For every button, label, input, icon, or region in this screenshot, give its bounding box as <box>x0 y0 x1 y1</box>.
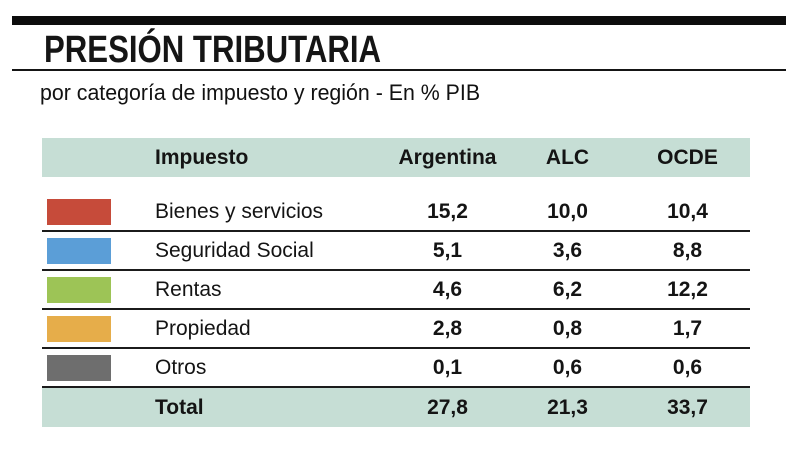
color-swatch-icon <box>47 237 111 264</box>
total-argentina: 27,8 <box>427 395 468 419</box>
color-swatch-icon <box>47 276 111 303</box>
column-header-alc: ALC <box>545 145 590 169</box>
column-header-ocde: OCDE <box>657 145 718 169</box>
title-divider <box>12 69 786 71</box>
value-ocde: 0,6 <box>672 355 703 379</box>
total-label: Total <box>155 395 204 419</box>
row-label: Rentas <box>155 277 222 301</box>
table-row-seguridad-social: Seguridad Social 5,1 3,6 8,8 <box>42 232 750 271</box>
table-row-propiedad: Propiedad 2,8 0,8 1,7 <box>42 310 750 349</box>
value-argentina: 2,8 <box>432 316 463 340</box>
value-argentina: 15,2 <box>427 199 468 223</box>
row-label: Propiedad <box>155 316 251 340</box>
total-alc: 21,3 <box>547 395 588 419</box>
table-total-row: Total 27,8 21,3 33,7 <box>42 388 750 427</box>
color-swatch-icon <box>47 354 111 381</box>
column-header-argentina: Argentina <box>398 145 497 169</box>
value-alc: 10,0 <box>547 199 588 223</box>
value-argentina: 0,1 <box>432 355 463 379</box>
row-label: Seguridad Social <box>155 238 314 262</box>
value-ocde: 12,2 <box>667 277 708 301</box>
row-label: Bienes y servicios <box>155 199 324 223</box>
column-header-impuesto: Impuesto <box>155 145 249 169</box>
page-subtitle: por categoría de impuesto y región - En … <box>40 80 481 105</box>
page-title: PRESIÓN TRIBUTARIA <box>44 29 381 71</box>
value-argentina: 5,1 <box>432 238 463 262</box>
color-swatch-icon <box>47 315 111 342</box>
value-ocde: 1,7 <box>672 316 703 340</box>
total-ocde: 33,7 <box>667 395 708 419</box>
header-gap <box>42 177 750 193</box>
value-alc: 6,2 <box>552 277 583 301</box>
row-label: Otros <box>155 355 207 379</box>
value-alc: 0,6 <box>552 355 583 379</box>
table-header-row: Impuesto Argentina ALC OCDE <box>42 138 750 177</box>
value-ocde: 8,8 <box>672 238 703 262</box>
table-row-bienes-y-servicios: Bienes y servicios 15,2 10,0 10,4 <box>42 193 750 232</box>
value-argentina: 4,6 <box>432 277 463 301</box>
tax-pressure-table: Impuesto Argentina ALC OCDE Bienes y ser… <box>42 138 750 427</box>
value-ocde: 10,4 <box>667 199 708 223</box>
table-row-otros: Otros 0,1 0,6 0,6 <box>42 349 750 388</box>
table-row-rentas: Rentas 4,6 6,2 12,2 <box>42 271 750 310</box>
color-swatch-icon <box>47 198 111 225</box>
value-alc: 3,6 <box>552 238 583 262</box>
top-accent-bar <box>12 16 786 25</box>
value-alc: 0,8 <box>552 316 583 340</box>
